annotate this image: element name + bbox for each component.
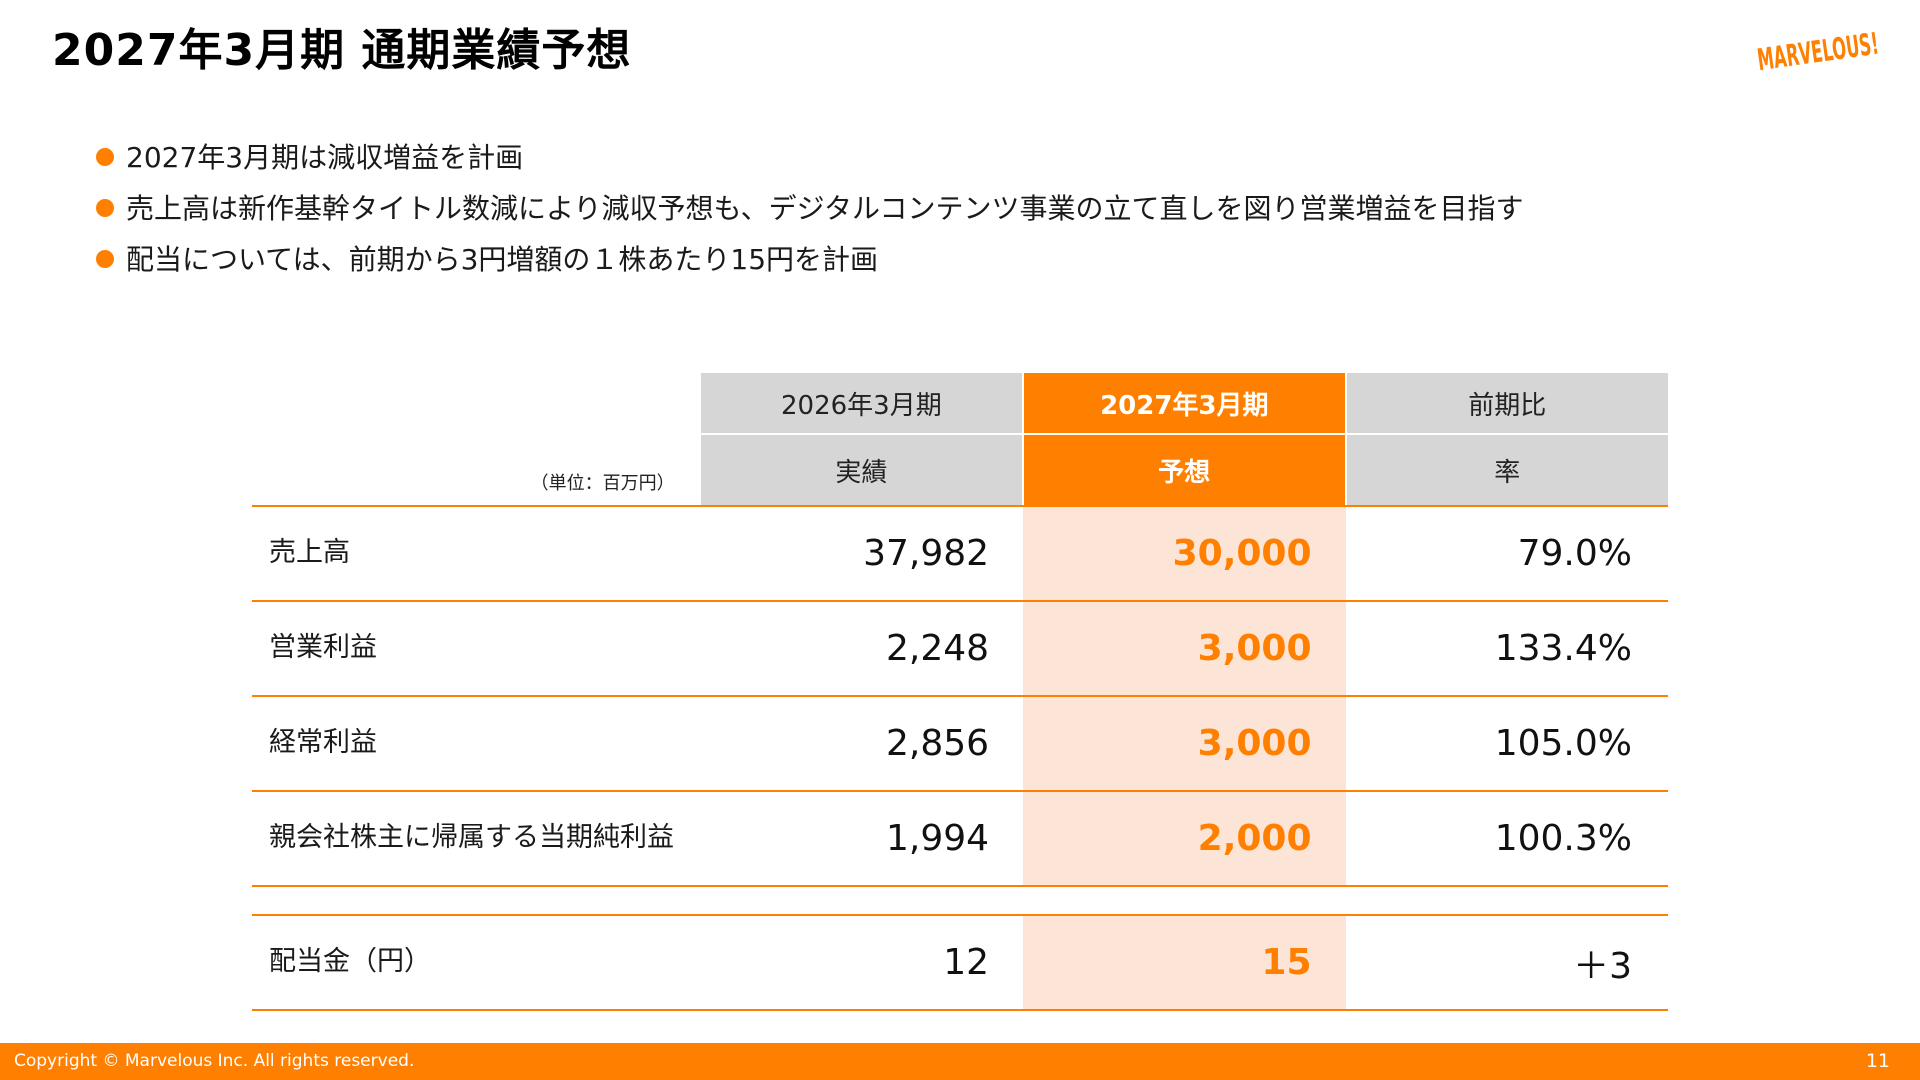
- header-prev-period: 2026年3月期: [700, 373, 1025, 435]
- forecast-value: 30,000: [1023, 506, 1346, 602]
- row-label: 親会社株主に帰属する当期純利益: [269, 822, 674, 853]
- header-actual: 実績: [700, 434, 1025, 507]
- bullet-dot-icon: [96, 148, 114, 166]
- header-blank: [252, 373, 701, 435]
- footer-bar: Copyright © Marvelous Inc. All rights re…: [0, 1043, 1920, 1080]
- rate-value: 105.0%: [1345, 696, 1668, 792]
- bullet-dot-icon: [96, 199, 114, 217]
- forecast-value: 15: [1023, 915, 1346, 1011]
- actual-value: 2,856: [700, 696, 1024, 792]
- rate-value: 100.3%: [1345, 791, 1668, 887]
- logo-text: MARVELOUS!: [1755, 27, 1881, 78]
- actual-value: 2,248: [700, 601, 1024, 697]
- row-label: 営業利益: [269, 632, 377, 663]
- summary-bullets: 2027年3月期は減収増益を計画 売上高は新作基幹タイトル数減により減収予想も、…: [96, 132, 1524, 285]
- table-row-dividend: 配当金（円） 12 15 ＋3: [252, 915, 1668, 1011]
- rate-value: 79.0%: [1345, 506, 1668, 602]
- marvelous-logo: MARVELOUS!: [1755, 27, 1881, 78]
- page-number: 11: [1865, 1050, 1890, 1072]
- rate-value: ＋3: [1345, 915, 1668, 1011]
- row-label: 経常利益: [269, 727, 377, 758]
- forecast-value: 2,000: [1023, 791, 1346, 887]
- header-forecast: 予想: [1023, 434, 1347, 507]
- bullet-dot-icon: [96, 250, 114, 268]
- copyright-text: Copyright © Marvelous Inc. All rights re…: [14, 1051, 415, 1071]
- forecast-value: 3,000: [1023, 696, 1346, 792]
- table-gap: [252, 886, 1668, 916]
- forecast-table: 2026年3月期 2027年3月期 前期比 （単位：百万円） 実績 予想 率 売…: [252, 373, 1668, 1011]
- bullet-item: 売上高は新作基幹タイトル数減により減収予想も、デジタルコンテンツ事業の立て直しを…: [96, 183, 1524, 234]
- forecast-value: 3,000: [1023, 601, 1346, 697]
- header-rate: 率: [1345, 434, 1668, 507]
- table-row: 経常利益 2,856 3,000 105.0%: [252, 696, 1668, 792]
- table-row: 親会社株主に帰属する当期純利益 1,994 2,000 100.3%: [252, 791, 1668, 887]
- bullet-item: 配当については、前期から3円増額の１株あたり15円を計画: [96, 234, 1524, 285]
- rate-value: 133.4%: [1345, 601, 1668, 697]
- actual-value: 12: [700, 915, 1024, 1011]
- page-title: 2027年3月期 通期業績予想: [52, 25, 632, 76]
- unit-label: （単位：百万円）: [252, 434, 701, 507]
- table-row: 売上高 37,982 30,000 79.0%: [252, 506, 1668, 602]
- bullet-item: 2027年3月期は減収増益を計画: [96, 132, 1524, 183]
- table-row: 営業利益 2,248 3,000 133.4%: [252, 601, 1668, 697]
- row-label: 配当金（円）: [269, 946, 431, 977]
- actual-value: 37,982: [700, 506, 1024, 602]
- header-forecast-period: 2027年3月期: [1023, 373, 1347, 435]
- actual-value: 1,994: [700, 791, 1024, 887]
- header-compare: 前期比: [1345, 373, 1668, 435]
- row-label: 売上高: [269, 537, 350, 568]
